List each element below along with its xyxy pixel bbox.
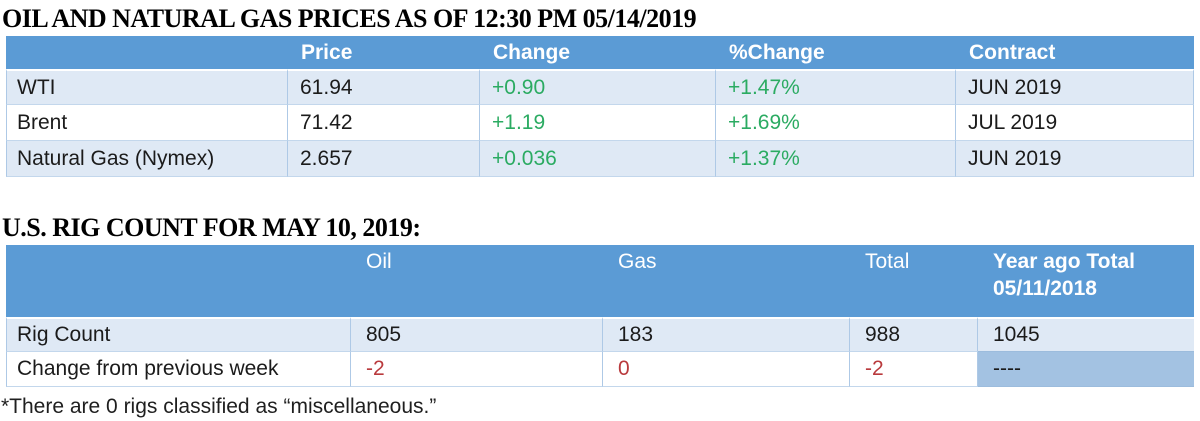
contract-cell: JUN 2019 [956, 69, 1194, 105]
col-header-total: Total [850, 245, 978, 317]
price-cell: 61.94 [288, 69, 480, 105]
rig-header-row: Oil Gas Total Year ago Total 05/11/2018 [6, 245, 1194, 317]
price-cell: 2.657 [288, 141, 480, 177]
change-cell: +1.19 [480, 105, 716, 141]
col-header-contract: Contract [956, 36, 1194, 69]
year-ago-total-cell: 1045 [978, 317, 1194, 352]
total-change-cell: -2 [850, 352, 978, 387]
col-header-gas: Gas [603, 245, 850, 317]
contract-cell: JUL 2019 [956, 105, 1194, 141]
table-row-rig-count: Rig Count 805 183 988 1045 [6, 317, 1194, 352]
table-row-wti: WTI 61.94 +0.90 +1.47% JUN 2019 [6, 69, 1194, 105]
col-header-year-ago-total: Year ago Total 05/11/2018 [978, 245, 1194, 317]
table-row-weekly-change: Change from previous week -2 0 -2 ---- [6, 352, 1194, 387]
col-header-oil: Oil [351, 245, 603, 317]
commodity-label: Brent [6, 105, 288, 141]
row-label: Rig Count [6, 317, 351, 352]
rig-count-table-title: U.S. RIG COUNT FOR MAY 10, 2019: [2, 213, 421, 242]
pct-change-cell: +1.47% [716, 69, 956, 105]
col-header-blank [6, 245, 351, 317]
gas-change-cell: 0 [603, 352, 850, 387]
prices-table-title: OIL AND NATURAL GAS PRICES AS OF 12:30 P… [2, 4, 697, 33]
prices-table: Price Change %Change Contract WTI 61.94 … [6, 36, 1194, 177]
table-row-natural-gas: Natural Gas (Nymex) 2.657 +0.036 +1.37% … [6, 141, 1194, 177]
change-cell: +0.90 [480, 69, 716, 105]
commodity-label: WTI [6, 69, 288, 105]
table-row-brent: Brent 71.42 +1.19 +1.69% JUL 2019 [6, 105, 1194, 141]
gas-rigs-cell: 183 [603, 317, 850, 352]
pct-change-cell: +1.37% [716, 141, 956, 177]
oil-rigs-cell: 805 [351, 317, 603, 352]
change-cell: +0.036 [480, 141, 716, 177]
prices-header-row: Price Change %Change Contract [6, 36, 1194, 69]
row-label: Change from previous week [6, 352, 351, 387]
col-header-blank [6, 36, 288, 69]
oil-change-cell: -2 [351, 352, 603, 387]
miscellaneous-rigs-footnote: *There are 0 rigs classified as “miscell… [1, 395, 437, 418]
rig-count-table: Oil Gas Total Year ago Total 05/11/2018 … [6, 245, 1194, 387]
commodity-label: Natural Gas (Nymex) [6, 141, 288, 177]
col-header-price: Price [288, 36, 480, 69]
col-header-change: Change [480, 36, 716, 69]
price-cell: 71.42 [288, 105, 480, 141]
year-ago-change-cell: ---- [978, 352, 1194, 387]
pct-change-cell: +1.69% [716, 105, 956, 141]
total-rigs-cell: 988 [850, 317, 978, 352]
contract-cell: JUN 2019 [956, 141, 1194, 177]
col-header-pct-change: %Change [716, 36, 956, 69]
